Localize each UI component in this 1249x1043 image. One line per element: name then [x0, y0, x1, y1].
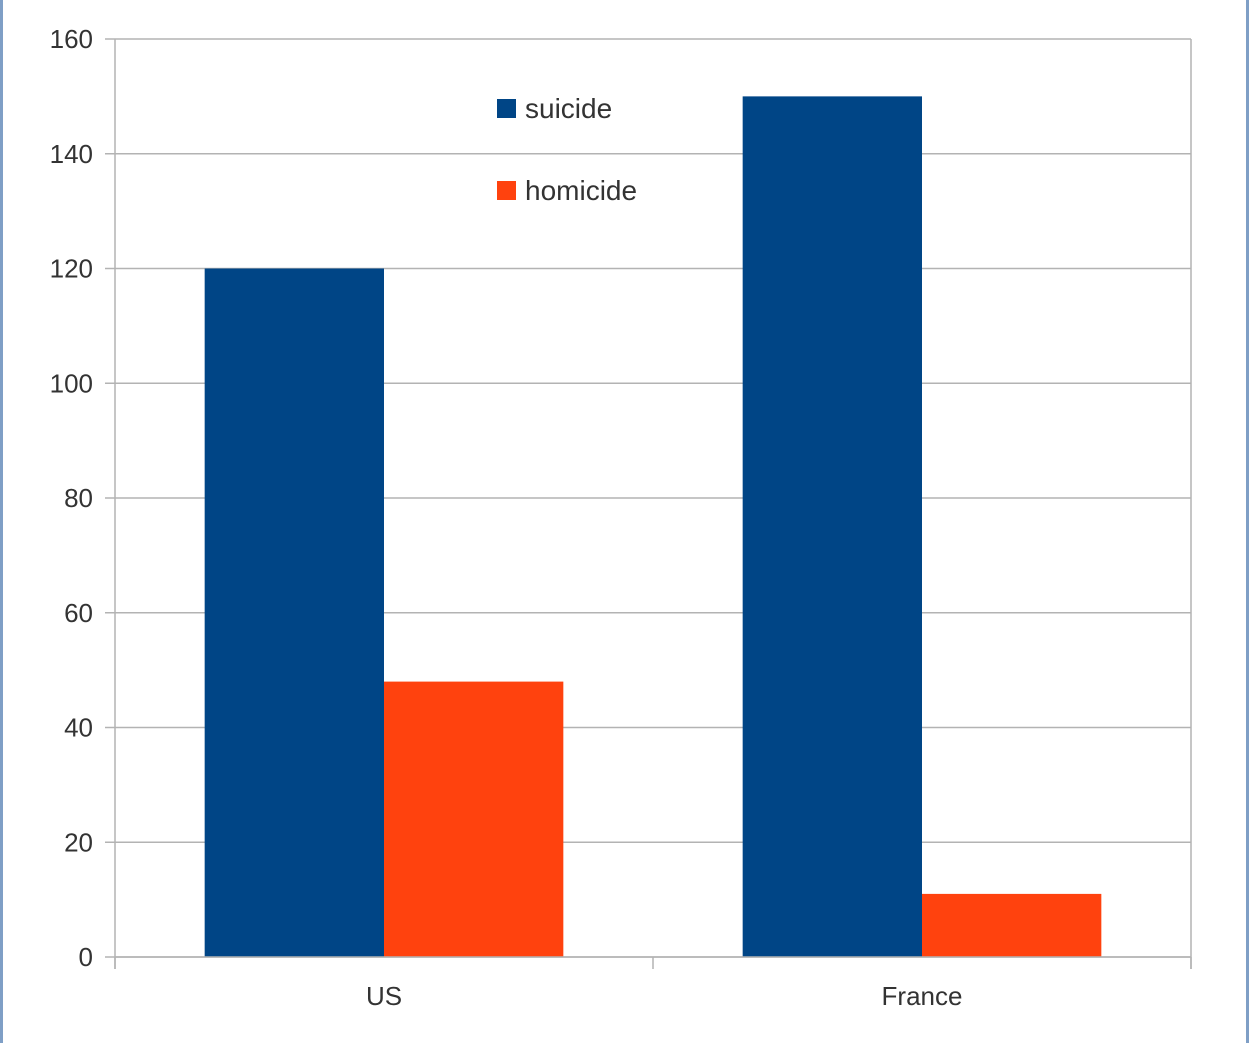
y-axis-ticks: 0 20 40 60 80 100 120 140 160	[50, 24, 93, 972]
legend-swatch-homicide	[497, 181, 516, 200]
y-tick-label: 40	[64, 713, 93, 743]
bar-chart: 0 20 40 60 80 100 120 140 160 US France suicide ho…	[50, 24, 1192, 1011]
x-category-label: US	[366, 981, 402, 1011]
y-tick-label: 80	[64, 483, 93, 513]
bar-homicide-us	[384, 681, 564, 957]
y-tick-label: 60	[64, 598, 93, 628]
y-tick-label: 100	[50, 368, 93, 398]
x-category-label: France	[882, 981, 963, 1011]
bar-suicide-france	[742, 96, 922, 957]
legend-label-homicide: homicide	[525, 175, 637, 206]
y-tick-label: 120	[50, 254, 93, 284]
bar-suicide-us	[204, 268, 384, 957]
y-tick-label: 0	[79, 942, 93, 972]
bars	[204, 96, 1102, 957]
legend-label-suicide: suicide	[525, 93, 612, 124]
x-axis-labels: US France	[366, 981, 963, 1011]
bar-homicide-france	[922, 893, 1102, 957]
y-tick-label: 20	[64, 827, 93, 857]
y-tick-label: 140	[50, 139, 93, 169]
y-tick-label: 160	[50, 24, 93, 54]
x-axis	[114, 956, 1192, 969]
legend-swatch-suicide	[497, 99, 516, 118]
legend: suicide homicide	[497, 93, 637, 206]
